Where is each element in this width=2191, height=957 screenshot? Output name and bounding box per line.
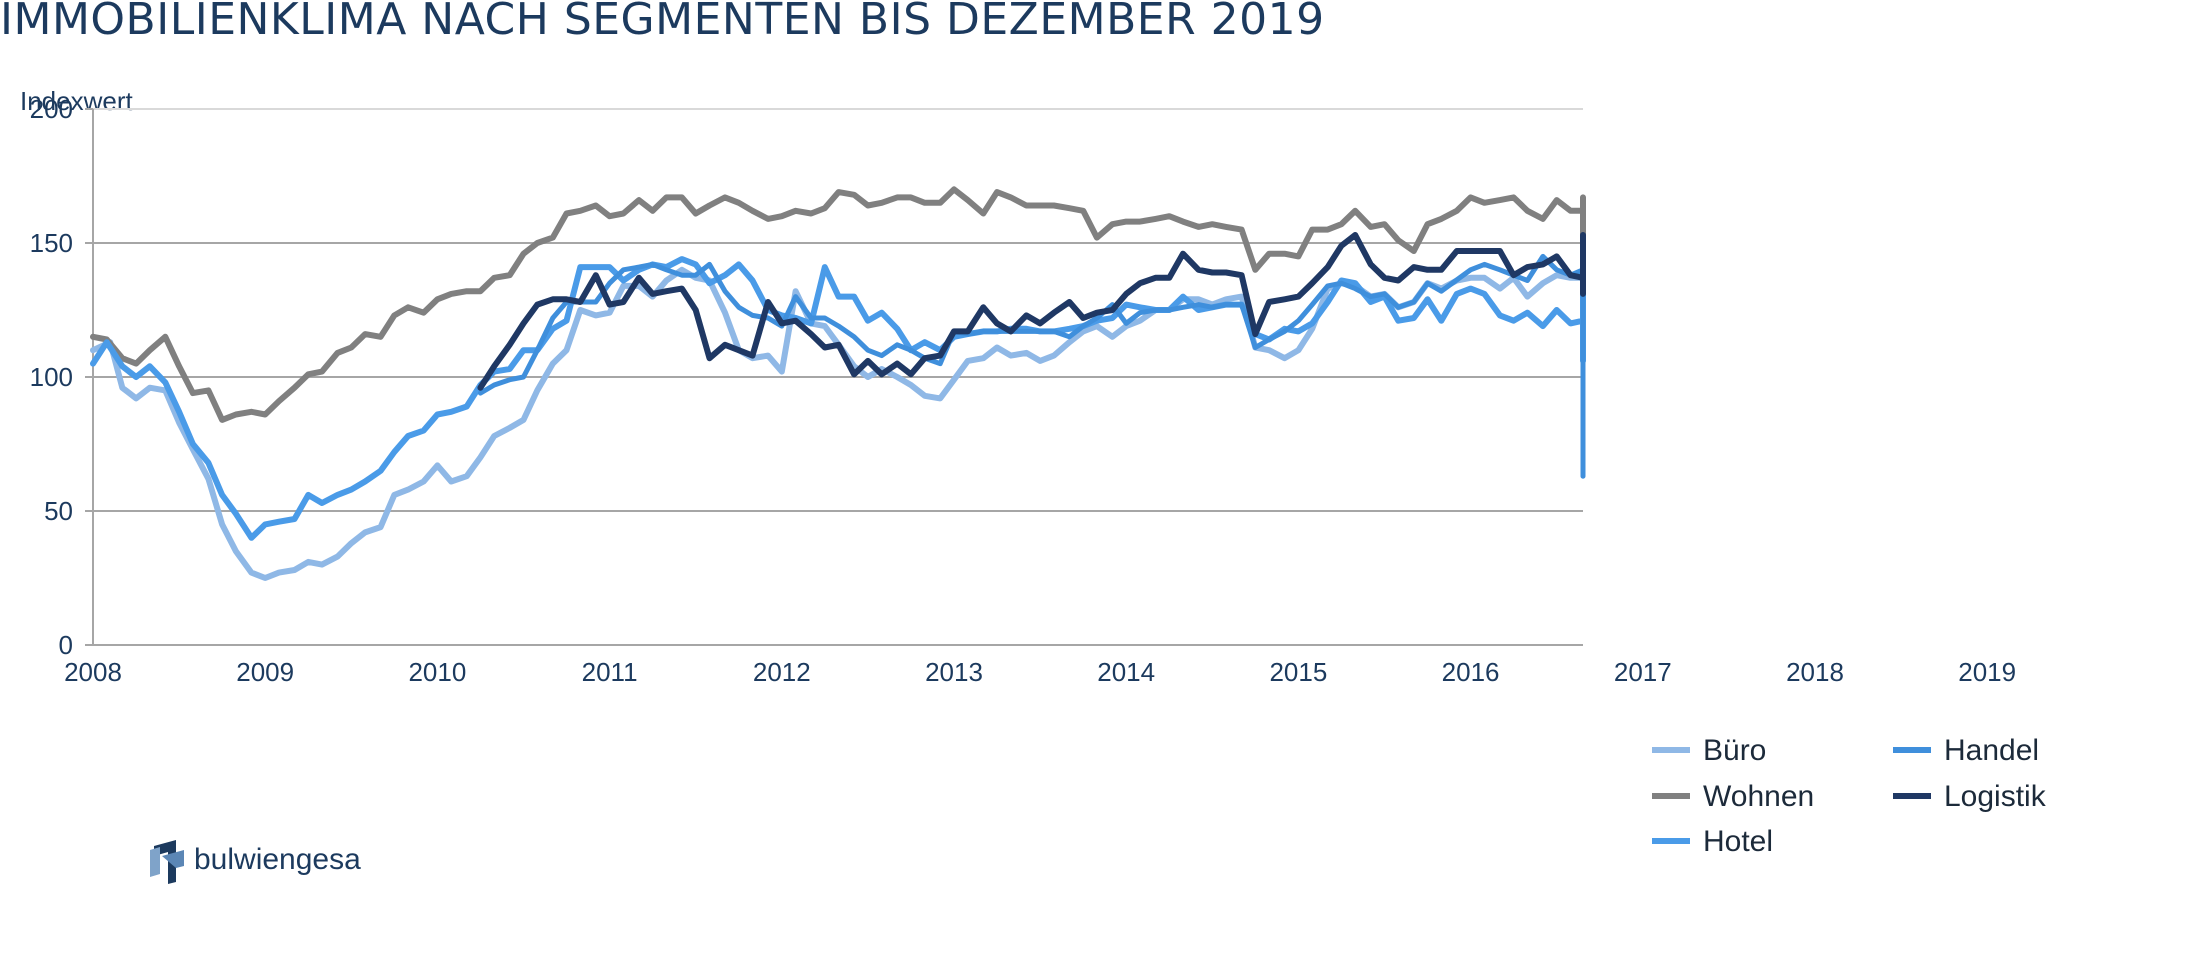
x-tick-label: 2011 — [582, 657, 638, 687]
legend-item-logistik: Logistik — [1893, 780, 2047, 813]
x-tick-label: 2017 — [1614, 657, 1672, 687]
y-tick-labels: 0 50 100 150 200 — [30, 94, 73, 660]
x-tick-label: 2018 — [1786, 657, 1844, 687]
y-axis-label: Indexwert — [20, 86, 133, 116]
y-tick-label: 100 — [30, 362, 73, 392]
x-tick-label: 2008 — [64, 657, 122, 687]
legend-item-wohnen: Wohnen — [1652, 780, 1814, 813]
axes — [85, 108, 1583, 646]
legend-item-handel: Handel — [1893, 734, 2039, 767]
series-line-handel — [477, 253, 1586, 479]
series-line-logistik — [477, 232, 1586, 391]
y-tick-label: 150 — [30, 228, 73, 258]
legend-label-buero: Büro — [1703, 734, 1766, 767]
y-tick-label: 200 — [30, 94, 73, 124]
legend-label-handel: Handel — [1944, 734, 2039, 767]
legend-label-logistik: Logistik — [1944, 780, 2047, 813]
legend: Büro Wohnen Hotel Handel Logistik — [1652, 734, 2047, 858]
legend-item-buero: Büro — [1652, 734, 1766, 767]
x-tick-label: 2010 — [408, 657, 466, 687]
logo-mark-icon — [150, 840, 184, 884]
x-tick-label: 2012 — [753, 657, 811, 687]
y-tick-label: 0 — [59, 630, 73, 660]
x-tick-label: 2014 — [1097, 657, 1155, 687]
series-lines — [90, 186, 1586, 581]
x-tick-label: 2019 — [1958, 657, 2016, 687]
x-tick-label: 2016 — [1442, 657, 1500, 687]
legend-label-wohnen: Wohnen — [1703, 780, 1814, 813]
x-tick-labels: 2008 2009 2010 2011 2012 2013 2014 2015 2016 2017… — [64, 657, 2016, 687]
y-tick-label: 50 — [44, 496, 73, 526]
legend-item-hotel: Hotel — [1652, 825, 1773, 858]
x-tick-label: 2013 — [925, 657, 983, 687]
series-line-wohnen — [90, 186, 1586, 423]
x-tick-label: 2015 — [1269, 657, 1327, 687]
chart-title: IMMOBILIENKLIMA NACH SEGMENTEN BIS DEZEM… — [0, 0, 1325, 45]
series-line-hotel — [90, 256, 1586, 541]
logo-text: bulwiengesa — [194, 843, 361, 876]
x-tick-label: 2009 — [236, 657, 294, 687]
bulwiengesa-logo: bulwiengesa — [150, 840, 361, 884]
legend-label-hotel: Hotel — [1703, 825, 1773, 858]
